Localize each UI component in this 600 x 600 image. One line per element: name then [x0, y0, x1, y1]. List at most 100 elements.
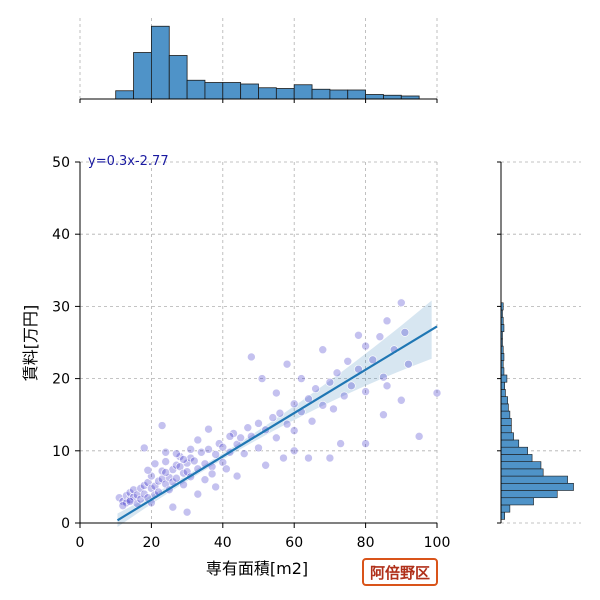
top-hist-bar [240, 83, 259, 100]
district-badge: 阿倍野区 [362, 558, 439, 586]
top-hist-bar [311, 88, 331, 100]
right-hist-bar [500, 418, 512, 426]
scatter-point [157, 421, 167, 430]
scatter-point [193, 489, 203, 499]
right-hist-bar [500, 490, 558, 499]
right-axes [497, 161, 502, 524]
regression-equation: y=0.3x-2.77 [88, 154, 169, 169]
scatter-point [261, 460, 270, 470]
scatter-point [361, 341, 370, 351]
top-hist-bar [293, 84, 313, 100]
scatter-point [211, 482, 220, 492]
scatter-point [197, 447, 206, 457]
scatter-point [254, 443, 263, 453]
scatter-point [354, 330, 363, 340]
scatter-point [307, 416, 317, 426]
y-tick-label: 30 [52, 299, 70, 315]
scatter-point [125, 497, 135, 506]
scatter-point [218, 458, 228, 467]
right-hist-bar [500, 497, 534, 506]
y-tick-label: 20 [52, 372, 70, 388]
right-hist-bar [500, 389, 506, 397]
top-hist-bar [115, 90, 134, 100]
right-hist-bar [500, 425, 512, 434]
confidence-band-area [117, 300, 432, 528]
scatter-point [375, 332, 385, 342]
right-hist-bar [500, 446, 528, 455]
y-tick-label: 50 [52, 155, 70, 171]
right-hist-bar [500, 374, 508, 383]
scatter-point [289, 399, 299, 409]
x-tick-label: 0 [76, 535, 85, 551]
scatter-point [172, 473, 181, 483]
scatter-point [175, 452, 185, 461]
y-tick-label: 40 [52, 227, 70, 243]
scatter-point [186, 453, 195, 463]
scatter-point [239, 449, 249, 458]
regression-line [116, 325, 438, 522]
top-hist-bar [222, 82, 242, 100]
scatter-point [204, 445, 213, 454]
scatter-point [247, 352, 256, 362]
y-axis-label: 賃料[万円] [21, 305, 40, 382]
right-hist-bar [500, 432, 514, 441]
scatter-point [125, 488, 135, 497]
x-tick-label: 20 [142, 535, 160, 551]
scatter-point [193, 435, 203, 445]
x-tick-label: 40 [214, 535, 232, 551]
scatter-point [396, 395, 406, 405]
scatter-point [150, 459, 160, 469]
scatter-point [336, 439, 345, 448]
scatter-point [225, 432, 235, 441]
top-hist-bar [150, 25, 170, 100]
top-hist-bar [258, 87, 277, 100]
scatter-point [132, 490, 142, 500]
scatter-point [304, 453, 313, 463]
scatter-point [379, 410, 388, 420]
scatter-point [279, 453, 288, 463]
right-hist-bar [500, 381, 506, 390]
right-hist-bar [500, 468, 544, 477]
scatter-point [222, 464, 231, 474]
scatter-point [189, 456, 199, 466]
top-hist-bar [204, 82, 224, 100]
district-badge-label: 阿倍野区 [370, 563, 431, 582]
scatter-point [200, 475, 210, 484]
scatter-point [311, 384, 320, 394]
scatter-point [404, 359, 413, 369]
right-hist-bar [500, 511, 506, 520]
scatter-point [329, 404, 338, 414]
right-hist-bar [500, 403, 509, 412]
scatter-point [272, 433, 281, 443]
scatter-point [211, 450, 220, 459]
scatter-point [297, 374, 306, 383]
x-tick-label: 60 [285, 535, 303, 551]
scatter-point [382, 381, 392, 391]
scatter-point [347, 381, 356, 391]
scatter-point [161, 447, 170, 457]
scatter-point [275, 408, 285, 418]
scatter-point [272, 388, 281, 398]
right-hist-bar [500, 439, 520, 448]
scatter-point [182, 458, 192, 468]
x-tick-label: 80 [357, 535, 375, 551]
scatter-point [204, 424, 213, 434]
scatter-point [161, 457, 170, 466]
scatter-point [139, 489, 149, 499]
confidence-band [117, 300, 432, 528]
scatter-point [243, 423, 253, 432]
scatter-point [143, 465, 153, 475]
top-hist-bar [133, 52, 152, 100]
x-tick-label: 100 [424, 535, 451, 551]
scatter-point [396, 298, 406, 308]
scatter-point [118, 501, 128, 510]
scatter-point [236, 433, 245, 443]
scatter-point [268, 413, 278, 422]
scatter-point [400, 328, 410, 337]
scatter-point [289, 446, 299, 456]
scatter-point [289, 426, 299, 435]
scatter-point [139, 443, 149, 453]
top-hist-bar [186, 79, 206, 100]
right-hist-bar [500, 504, 511, 513]
